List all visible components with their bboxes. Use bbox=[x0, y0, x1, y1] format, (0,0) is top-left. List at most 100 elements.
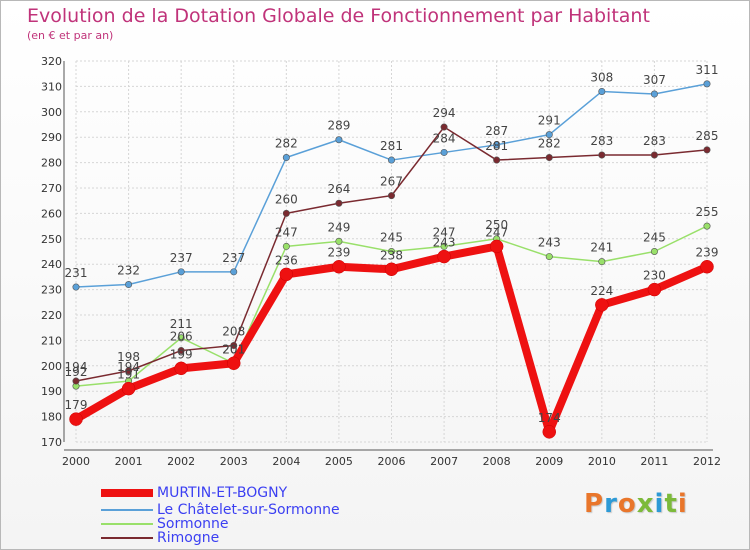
y-tick-label: 260 bbox=[41, 207, 62, 220]
data-label: 201 bbox=[222, 342, 245, 356]
data-label: 282 bbox=[538, 137, 561, 151]
x-tick-label: 2003 bbox=[220, 455, 248, 468]
data-label: 192 bbox=[65, 365, 88, 379]
logo-letter: r bbox=[604, 489, 618, 519]
data-point bbox=[700, 259, 714, 274]
y-tick-label: 200 bbox=[41, 360, 62, 373]
data-label: 201 bbox=[222, 342, 245, 356]
data-label: 283 bbox=[590, 134, 613, 148]
data-point bbox=[595, 298, 609, 312]
data-point bbox=[335, 199, 343, 207]
proxiti-logo: Proxiti bbox=[584, 489, 688, 519]
data-point bbox=[69, 412, 83, 426]
data-label: 282 bbox=[275, 137, 298, 151]
legend-label-rimogne: Rimogne bbox=[157, 530, 220, 546]
logo-letter: i bbox=[677, 489, 688, 519]
y-tick-label: 210 bbox=[41, 334, 62, 347]
data-label: 206 bbox=[170, 330, 193, 344]
y-tick-label: 240 bbox=[41, 258, 62, 271]
data-point bbox=[545, 253, 553, 261]
data-label: 294 bbox=[433, 106, 456, 120]
data-label: 211 bbox=[170, 317, 193, 331]
y-tick-label: 310 bbox=[41, 80, 62, 93]
legend-item-murtin: MURTIN-ET-BOGNY bbox=[101, 485, 287, 501]
y-tick-label: 170 bbox=[41, 436, 62, 449]
chart-title: Evolution de la Dotation Globale de Fonc… bbox=[27, 5, 650, 27]
data-point bbox=[703, 80, 711, 88]
data-label: 239 bbox=[327, 246, 350, 260]
data-label: 255 bbox=[696, 205, 719, 219]
data-point bbox=[598, 151, 606, 159]
data-label: 236 bbox=[275, 253, 298, 267]
y-tick-label: 180 bbox=[41, 411, 62, 424]
legend-swatch-sormonne bbox=[101, 523, 153, 525]
data-point bbox=[384, 262, 399, 277]
data-point bbox=[703, 146, 711, 154]
data-label: 307 bbox=[643, 73, 666, 87]
data-label: 289 bbox=[327, 119, 350, 133]
data-point bbox=[230, 341, 238, 349]
data-point bbox=[440, 123, 448, 131]
y-tick-label: 270 bbox=[41, 182, 62, 195]
data-point bbox=[542, 425, 556, 439]
data-label: 231 bbox=[65, 266, 88, 280]
x-tick-label: 2001 bbox=[115, 455, 143, 468]
data-point bbox=[493, 141, 501, 149]
data-label: 285 bbox=[696, 129, 719, 143]
data-label: 208 bbox=[222, 324, 245, 338]
y-tick-label: 280 bbox=[41, 157, 62, 170]
data-label: 249 bbox=[327, 220, 350, 234]
data-point bbox=[177, 347, 185, 355]
data-label: 237 bbox=[222, 251, 245, 265]
data-label: 287 bbox=[485, 124, 508, 138]
logo-letter: x bbox=[636, 489, 655, 519]
data-point bbox=[387, 248, 395, 256]
data-point bbox=[598, 87, 606, 95]
data-label: 243 bbox=[433, 236, 456, 250]
data-label: 232 bbox=[117, 264, 140, 278]
data-point bbox=[598, 258, 606, 266]
x-tick-label: 2008 bbox=[483, 455, 511, 468]
data-label: 308 bbox=[590, 70, 613, 84]
data-point bbox=[125, 281, 133, 289]
data-point bbox=[650, 90, 658, 98]
data-label: 241 bbox=[590, 241, 613, 255]
data-label: 194 bbox=[65, 360, 88, 374]
data-label: 247 bbox=[275, 225, 298, 239]
data-point bbox=[545, 154, 553, 162]
x-tick-label: 2007 bbox=[430, 455, 458, 468]
data-point bbox=[72, 283, 80, 291]
data-label: 243 bbox=[538, 236, 561, 250]
data-point bbox=[279, 267, 294, 282]
data-point bbox=[387, 156, 395, 164]
y-tick-label: 230 bbox=[41, 284, 62, 297]
data-point bbox=[650, 151, 658, 159]
y-tick-label: 300 bbox=[41, 106, 62, 119]
data-point bbox=[703, 222, 711, 230]
legend-item-sormonne: Sormonne bbox=[101, 516, 229, 532]
data-point bbox=[282, 209, 290, 217]
logo-letter: i bbox=[654, 489, 665, 519]
data-label: 311 bbox=[696, 63, 719, 77]
legend-label-sormonne: Sormonne bbox=[157, 516, 229, 532]
x-tick-label: 2011 bbox=[640, 455, 668, 468]
y-tick-label: 250 bbox=[41, 233, 62, 246]
y-tick-label: 290 bbox=[41, 131, 62, 144]
y-tick-label: 320 bbox=[41, 55, 62, 68]
legend-item-rimogne: Rimogne bbox=[101, 530, 219, 546]
data-label: 194 bbox=[117, 360, 140, 374]
data-point bbox=[545, 131, 553, 139]
data-point bbox=[282, 154, 290, 162]
data-point bbox=[647, 282, 662, 297]
data-label: 199 bbox=[170, 347, 193, 361]
data-label: 237 bbox=[170, 251, 193, 265]
data-label: 264 bbox=[327, 182, 350, 196]
y-tick-label: 190 bbox=[41, 385, 62, 398]
data-label: 291 bbox=[538, 114, 561, 128]
data-label: 191 bbox=[117, 368, 140, 382]
x-tick-label: 2012 bbox=[693, 455, 721, 468]
data-point bbox=[650, 248, 658, 256]
data-point bbox=[335, 237, 343, 245]
data-point bbox=[282, 242, 290, 250]
